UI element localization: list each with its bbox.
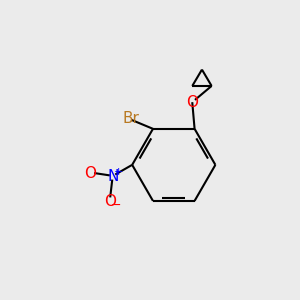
Text: O: O: [85, 166, 97, 181]
Text: O: O: [186, 95, 198, 110]
Text: Br: Br: [123, 111, 140, 126]
Text: N: N: [107, 169, 118, 184]
Text: −: −: [111, 199, 121, 212]
Text: +: +: [113, 167, 123, 177]
Text: O: O: [104, 194, 116, 209]
